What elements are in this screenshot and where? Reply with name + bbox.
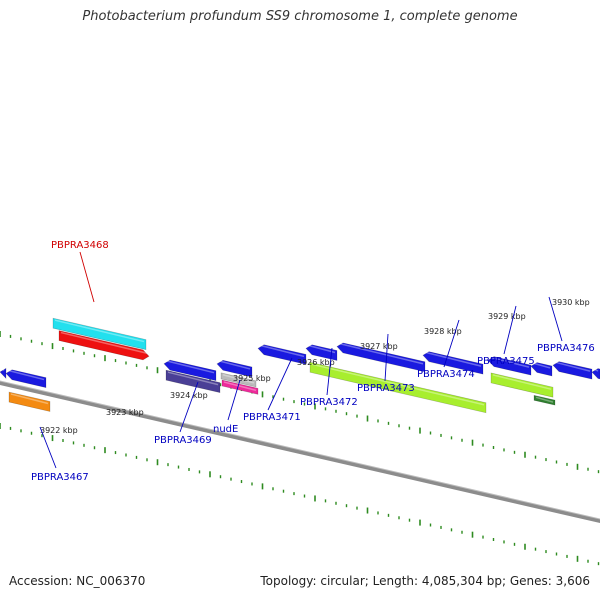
- leader-line-pbpra3474: [443, 319, 460, 368]
- feature-pbpra3469-highlight: [167, 371, 219, 386]
- gene-label-nude: nudE: [213, 424, 238, 435]
- kbp-label-3929: 3929 kbp: [488, 312, 526, 321]
- gene-label-pbpra3467: PBPRA3467: [31, 472, 89, 483]
- gene-label-pbpra3475: PBPRA3475: [477, 356, 535, 367]
- feature-pbpra3468-red-highlight: [60, 331, 148, 354]
- leader-line-pbpra3469: [179, 381, 199, 433]
- feature-pbpra3473-highlight: [311, 363, 485, 406]
- feature-pbpra3468-cyan-highlight: [54, 319, 145, 343]
- gene-label-pbpra3474: PBPRA3474: [417, 369, 475, 380]
- gene-arrow-pbpra3471-highlight: [259, 344, 305, 358]
- leader-line-pbpra3471: [267, 357, 293, 411]
- gene-label-pbpra3468: PBPRA3468: [51, 240, 109, 251]
- kbp-label-3928: 3928 kbp: [424, 327, 462, 336]
- feature-pbpra3468-red: [58, 330, 150, 361]
- feature-pbpra3475: [490, 372, 554, 398]
- feature-nude-pink-highlight: [223, 381, 257, 392]
- gene-arrow-highlight: [593, 368, 599, 372]
- gene-arrow-pbpra3471: [257, 344, 307, 365]
- gene-arrow-pbpra3467-highlight: [7, 369, 45, 381]
- gene-arrow-pbpra3474-highlight: [424, 351, 482, 367]
- gene-arrow-nude: [216, 359, 253, 378]
- gene-arrow-pbpra3472: [305, 344, 338, 361]
- kbp-label-3923: 3923 kbp: [106, 408, 144, 417]
- gene-arrow-pbpra3469: [163, 359, 217, 382]
- feature-pbpra3467: [8, 391, 51, 412]
- leader-line-pbpra3473: [384, 333, 389, 382]
- gene-arrow-pbpra3475-highlight: [489, 356, 530, 368]
- feature-pbpra3468-cyan: [52, 317, 147, 350]
- feature-nude-grey-highlight: [222, 374, 255, 384]
- gene-arrow-highlight: [1, 368, 5, 371]
- gene-arrow-pbpra3475: [487, 356, 532, 376]
- feature-pbpra3469: [165, 369, 221, 393]
- accession-text: Accession: NC_006370: [9, 574, 146, 588]
- kbp-label-3926: 3926 kbp: [297, 358, 335, 367]
- kbp-label-3924: 3924 kbp: [170, 391, 208, 400]
- backbone-line: [0, 380, 600, 524]
- leader-line-pbpra3476: [548, 296, 563, 342]
- gene-arrow: [530, 362, 553, 377]
- gene-label-pbpra3472: PBPRA3472: [300, 397, 358, 408]
- gene-arrow-pbpra3473-highlight: [338, 342, 424, 365]
- gene-arrow-pbpra3474: [422, 351, 484, 375]
- gene-arrow-pbpra3476: [552, 361, 593, 380]
- chromosome-backbone: [0, 380, 600, 524]
- gene-label-pbpra3473: PBPRA3473: [357, 383, 415, 394]
- genome-summary-text: Topology: circular; Length: 4,085,304 bp…: [260, 574, 590, 588]
- gene-label-pbpra3469: PBPRA3469: [154, 435, 212, 446]
- kbp-label-3930: 3930 kbp: [552, 298, 590, 307]
- inner-tick-ring: [0, 423, 600, 566]
- map-title: Photobacterium profundum SS9 chromosome …: [82, 9, 518, 24]
- leader-line-pbpra3475: [503, 305, 517, 355]
- leader-line-pbpra3467: [39, 426, 57, 469]
- gene-features: [0, 317, 600, 414]
- gene-arrow-pbpra3476-highlight: [554, 361, 591, 372]
- feature-nude-grey: [220, 372, 257, 388]
- gene-arrow-pbpra3467: [5, 369, 47, 388]
- gene-label-pbpra3476: PBPRA3476: [537, 343, 595, 354]
- gene-label-pbpra3471: PBPRA3471: [243, 412, 301, 423]
- kbp-label-3925: 3925 kbp: [233, 374, 271, 383]
- feature-dark-green-highlight: [535, 396, 554, 403]
- kbp-label-3922: 3922 kbp: [40, 426, 78, 435]
- feature-pbpra3473: [309, 361, 487, 414]
- gene-arrow-highlight: [532, 362, 551, 369]
- gene-arrow-pbpra3472-highlight: [307, 344, 336, 354]
- gene-arrow: [591, 368, 600, 380]
- gene-arrow-pbpra3473: [336, 342, 426, 373]
- leader-line-nude: [227, 379, 241, 421]
- feature-nude-pink: [221, 379, 259, 395]
- leader-line-pbpra3468: [79, 251, 95, 303]
- feature-pbpra3467-highlight: [10, 393, 49, 405]
- feature-dark-green: [533, 394, 556, 406]
- kbp-label-3927: 3927 kbp: [360, 342, 398, 351]
- leader-line-pbpra3472: [326, 347, 333, 396]
- feature-pbpra3475-highlight: [492, 374, 552, 390]
- gene-arrow-nude-highlight: [218, 360, 251, 370]
- kbp-markers: 3922 kbp 3923 kbp 3924 kbp 3925 kbp 3926 kbp…: [40, 298, 590, 435]
- backbone-highlight: [0, 380, 600, 520]
- gene-arrow-pbpra3469-highlight: [165, 359, 215, 374]
